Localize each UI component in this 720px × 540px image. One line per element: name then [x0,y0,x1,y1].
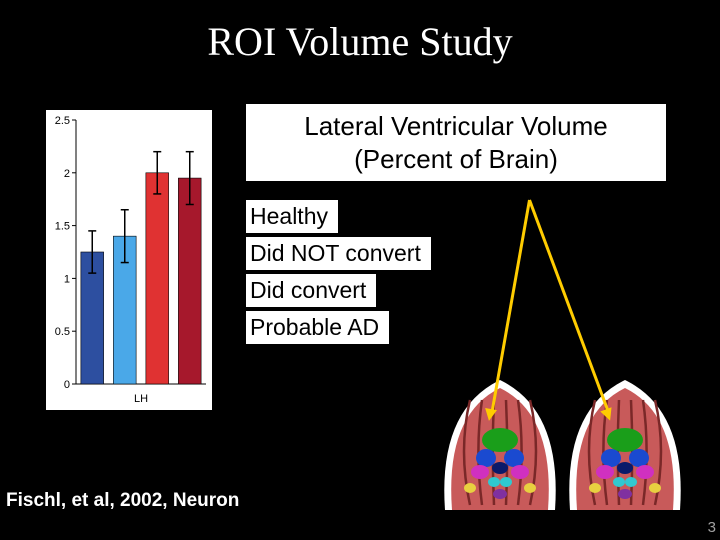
subtitle-line2: (Percent of Brain) [354,144,558,174]
svg-text:1.5: 1.5 [55,221,70,233]
bar-chart-svg: 0 0.5 1 1.5 2 2.5 LH [46,110,212,410]
svg-text:LH: LH [134,393,148,405]
svg-text:0.5: 0.5 [55,326,70,338]
legend-item: Probable AD [246,311,389,344]
svg-text:0: 0 [64,379,70,391]
bar-chart: 0 0.5 1 1.5 2 2.5 LH [46,110,212,410]
chart-subtitle: Lateral Ventricular Volume (Percent of B… [246,104,666,181]
svg-text:1: 1 [64,273,70,285]
legend-item: Healthy [246,200,338,233]
svg-text:2: 2 [64,168,70,180]
legend-item: Did convert [246,274,376,307]
svg-text:2.5: 2.5 [55,115,70,127]
brain-svg [430,360,700,520]
brain-illustration [430,360,700,520]
subtitle-line1: Lateral Ventricular Volume [304,111,608,141]
slide-title: ROI Volume Study [0,18,720,65]
pointer-arrowhead [483,408,497,422]
citation: Fischl, et al, 2002, Neuron [6,490,239,512]
legend-item: Did NOT convert [246,237,431,270]
page-number: 3 [708,519,716,536]
legend: Healthy Did NOT convert Did convert Probabl… [246,200,431,348]
